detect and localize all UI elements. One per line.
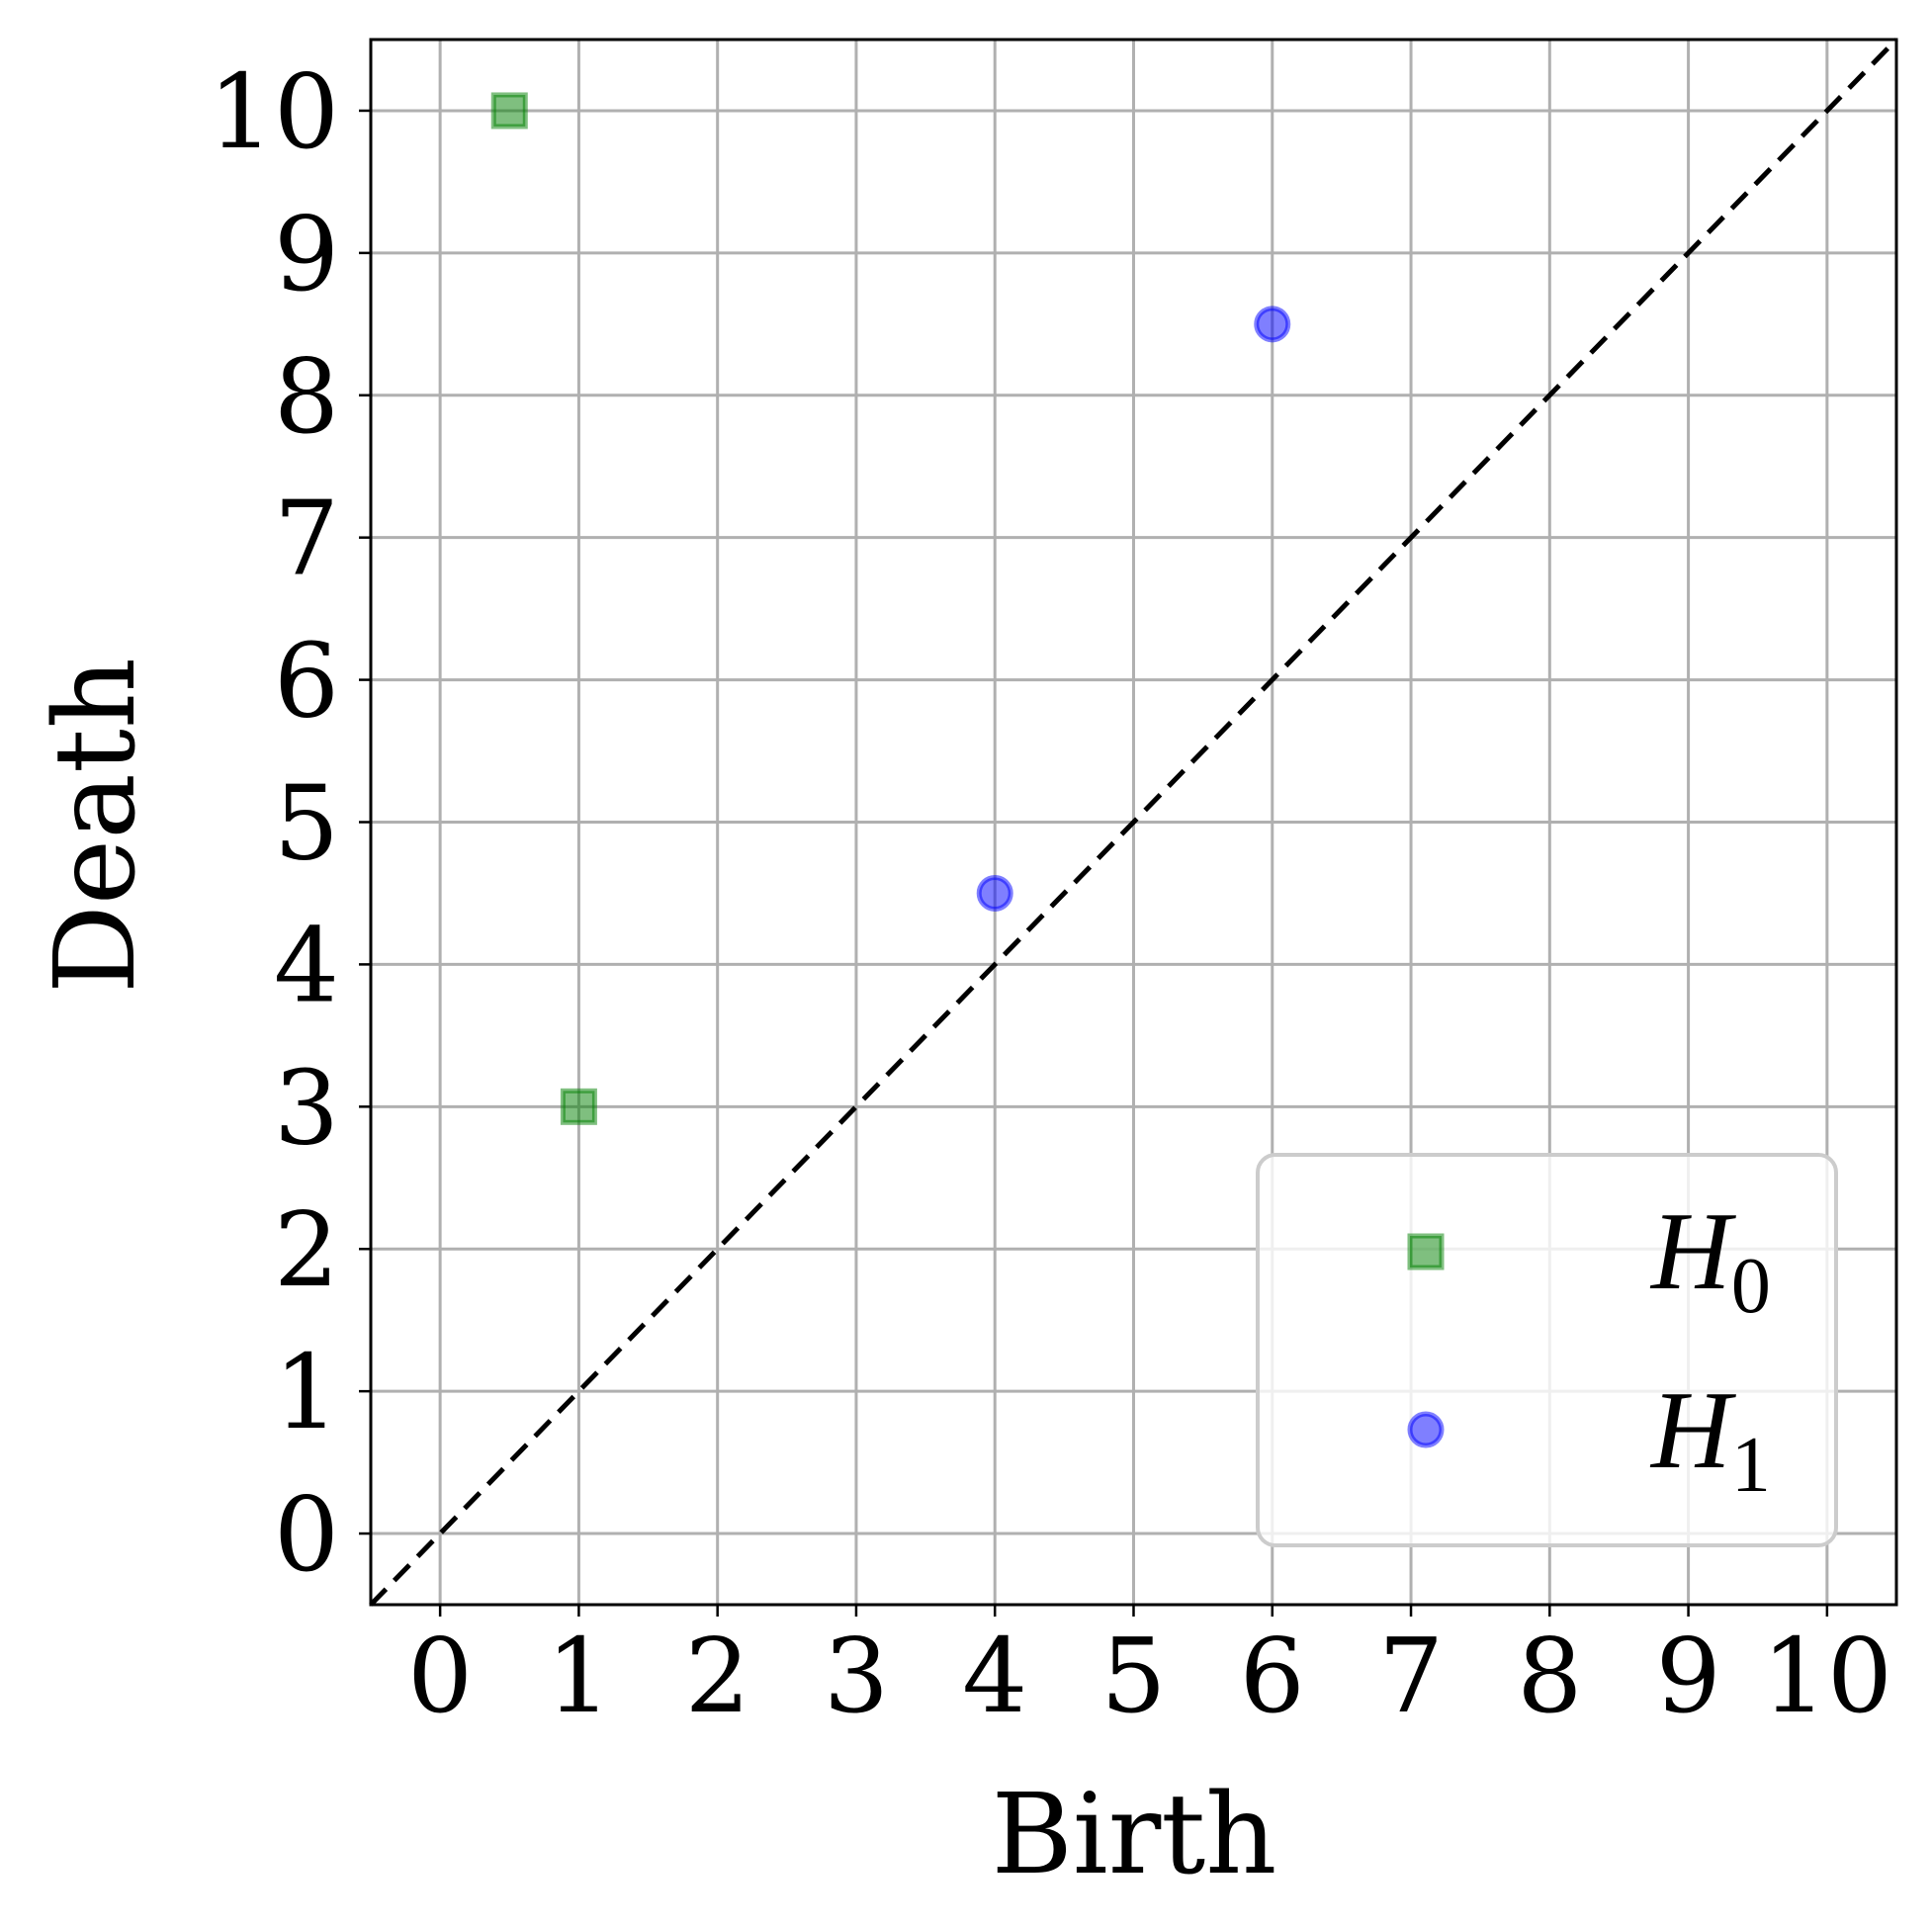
legend-marker-h0 (1407, 1233, 1445, 1270)
x-tick-label-8: 8 (1517, 1616, 1582, 1736)
diagonal-layer (369, 38, 1898, 1607)
y-tick-label-4: 4 (274, 905, 339, 1025)
y-tick-label-0: 0 (274, 1474, 339, 1595)
x-axis-label: Birth (992, 1771, 1277, 1899)
x-tick-label-2: 2 (685, 1616, 750, 1736)
legend: H0 H1 (1256, 1153, 1838, 1547)
legend-label-h1: H1 (1649, 1369, 1771, 1509)
point-h0-0 (490, 92, 528, 130)
x-tick-label-6: 6 (1240, 1616, 1305, 1736)
point-h1-0 (976, 874, 1013, 912)
y-tick-label-5: 5 (274, 763, 339, 884)
point-h1-1 (1254, 306, 1291, 343)
legend-marker-h1 (1407, 1411, 1445, 1448)
y-tick-label-7: 7 (274, 479, 339, 599)
legend-label-h0: H0 (1649, 1190, 1771, 1330)
y-tick-label-8: 8 (274, 336, 339, 457)
legend-label-h0-name: H (1649, 1190, 1736, 1313)
x-tick-label-3: 3 (824, 1616, 889, 1736)
y-tick-label-3: 3 (274, 1047, 339, 1168)
y-tick-label-6: 6 (274, 621, 339, 742)
point-h0-1 (560, 1088, 597, 1125)
y-tick-label-10: 10 (209, 51, 339, 172)
legend-label-h1-name: H (1649, 1369, 1736, 1492)
y-tick-label-9: 9 (274, 194, 339, 314)
data-points (490, 92, 1291, 1125)
x-tick-label-0: 0 (407, 1616, 473, 1736)
x-tick-label-7: 7 (1378, 1616, 1444, 1736)
y-axis-label: Death (32, 657, 160, 994)
legend-label-h1-subscript: 1 (1731, 1422, 1771, 1509)
y-tick-label-2: 2 (274, 1189, 339, 1310)
x-tick-label-1: 1 (546, 1616, 611, 1736)
legend-box (1256, 1153, 1838, 1547)
diagonal-line (369, 38, 1898, 1607)
y-tick-label-1: 1 (274, 1332, 339, 1452)
legend-label-h0-subscript: 0 (1731, 1243, 1771, 1330)
x-tick-label-10: 10 (1762, 1616, 1892, 1736)
x-tick-label-5: 5 (1100, 1616, 1166, 1736)
x-tick-label-4: 4 (962, 1616, 1027, 1736)
x-tick-label-9: 9 (1656, 1616, 1721, 1736)
